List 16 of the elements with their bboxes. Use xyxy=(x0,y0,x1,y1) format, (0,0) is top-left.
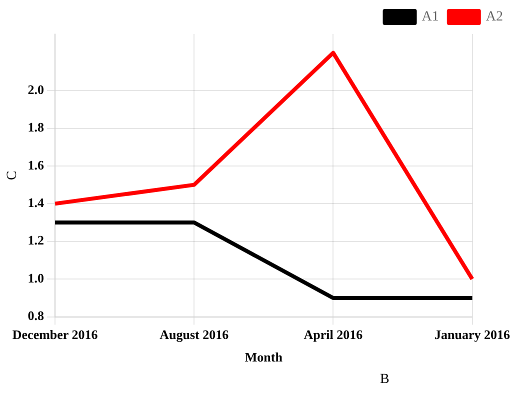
x-tick-label: August 2016 xyxy=(160,326,230,342)
legend-label: A1 xyxy=(422,10,439,25)
text: B xyxy=(380,372,390,388)
y-tick-label: 1.4 xyxy=(28,195,45,210)
x-tick-label: January 2016 xyxy=(434,326,510,342)
x-axis-title: Month xyxy=(244,350,284,365)
y-tick-label: 1.6 xyxy=(28,157,45,172)
y-axis-title: C xyxy=(5,170,20,180)
y-tick-label: 1.8 xyxy=(28,120,45,135)
x-tick-label: December 2016 xyxy=(12,326,98,342)
y-tick-label: 1.0 xyxy=(28,270,44,286)
y-tick-label: 2.0 xyxy=(28,82,44,97)
x-tick-label: April 2016 xyxy=(304,326,364,342)
legend-label: A2 xyxy=(486,10,504,25)
y-tick-label: 1.2 xyxy=(28,232,44,248)
y-tick-label: 0.8 xyxy=(28,308,45,324)
